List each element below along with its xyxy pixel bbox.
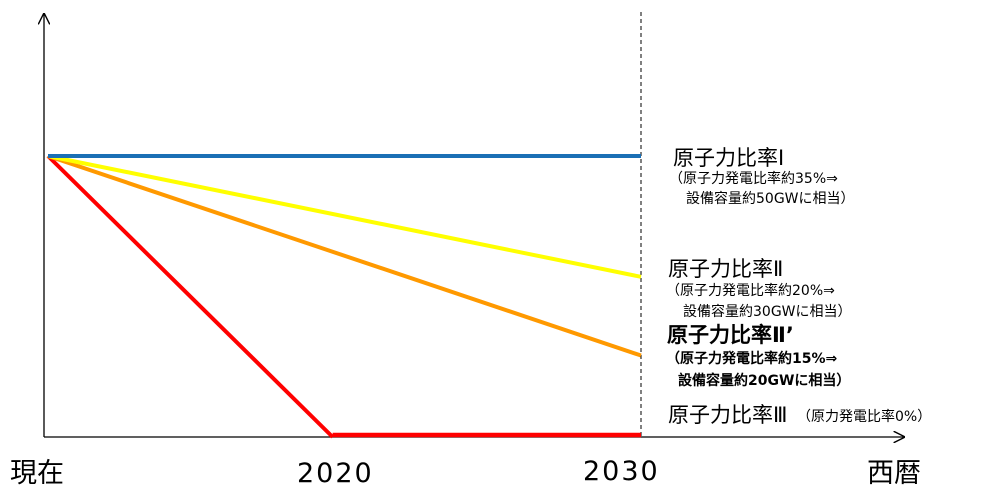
x-tick-label-western-calendar: 西暦 xyxy=(867,458,921,488)
annotation-2-line1: （原子力発電比率約15%⇒ xyxy=(666,350,838,367)
x-tick-label-now: 現在 xyxy=(10,458,64,488)
x-tick-label-2030: 2030 xyxy=(583,456,660,487)
annotation-3-title: 原子力比率Ⅲ xyxy=(668,403,787,427)
annotation-1-line1: （原子力発電比率約20%⇒ xyxy=(666,282,835,299)
annotation-3-line1: （原力発電比率0%） xyxy=(797,408,931,425)
annotation-2-line2: 設備容量約20GWに相当） xyxy=(678,372,850,389)
x-tick-label-2020: 2020 xyxy=(297,458,374,488)
series-line-2 xyxy=(47,154,642,358)
series-line-3 xyxy=(46,154,335,439)
annotation-1-title: 原子力比率Ⅱ xyxy=(668,257,783,281)
annotation-1-line2: 設備容量約30GWに相当） xyxy=(683,303,852,320)
annotation-2-title: 原子力比率Ⅱ’ xyxy=(667,323,794,347)
annotation-0-line1: （原子力発電比率約35%⇒ xyxy=(669,170,838,187)
annotation-0-line2: 設備容量約50GWに相当） xyxy=(686,190,855,207)
series-line-1 xyxy=(47,154,642,279)
annotation-0-title: 原子力比率Ⅰ xyxy=(673,146,784,170)
